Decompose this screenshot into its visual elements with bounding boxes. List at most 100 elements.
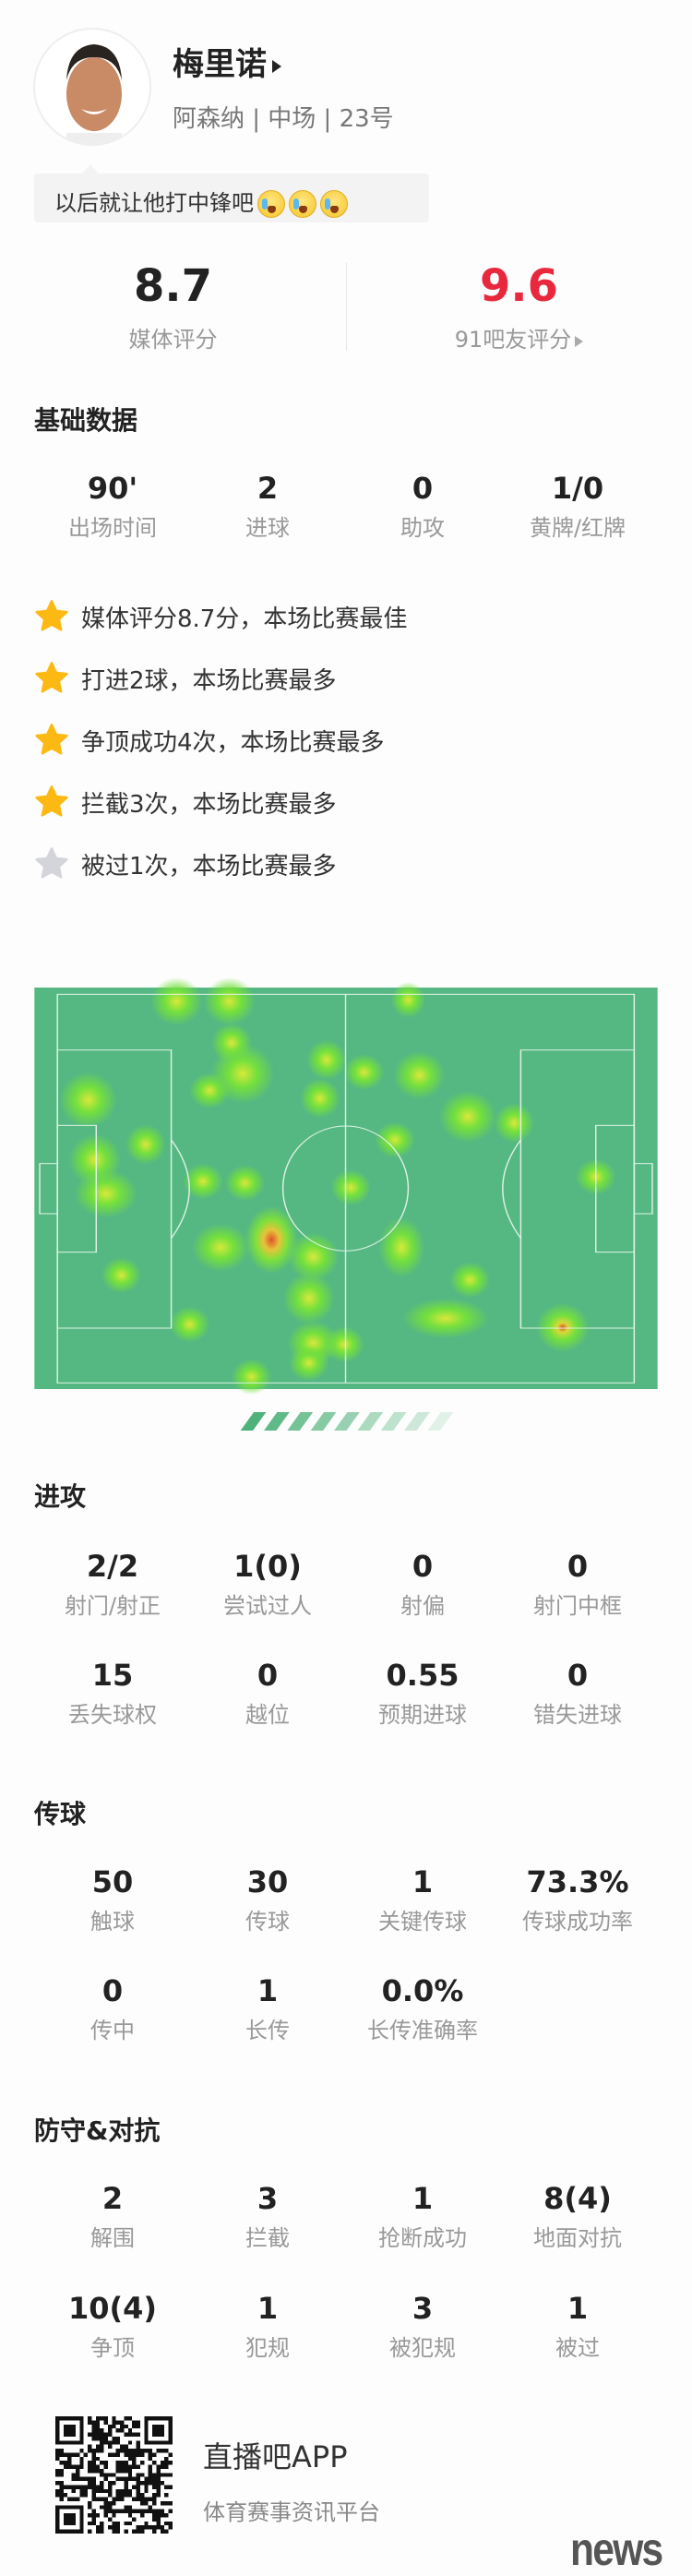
heat-spot-hot xyxy=(245,1205,298,1274)
stat-label: 解围 xyxy=(90,2225,135,2251)
stat-value: 0.55 xyxy=(386,1658,459,1693)
stat-label: 预期进球 xyxy=(378,1702,467,1728)
attack-direction-arrows xyxy=(240,1412,454,1431)
player-team-line: 阿森纳 | 中场 | 23号 xyxy=(173,105,394,133)
chevron-icon xyxy=(404,1412,430,1431)
fan-rating-value: 9.6 xyxy=(479,260,559,312)
qr-code[interactable] xyxy=(55,2416,173,2534)
chevron-icon xyxy=(240,1412,267,1431)
heatmap xyxy=(34,977,658,1431)
stat-item: 8(4) 地面对抗 xyxy=(500,2180,655,2252)
heat-spot xyxy=(189,1072,230,1109)
heat-spot xyxy=(282,1272,335,1324)
stat-value: 0 xyxy=(567,1549,589,1584)
stat-value: 15 xyxy=(91,1658,134,1693)
media-rating-label: 媒体评分 xyxy=(128,327,218,353)
stat-item: 3 拦截 xyxy=(190,2180,345,2252)
watermark-logo: news xyxy=(570,2523,663,2575)
stat-label: 被过 xyxy=(555,2335,600,2361)
highlight-item: 媒体评分8.7分，本场比赛最佳 xyxy=(33,598,407,635)
stat-label: 长传准确率 xyxy=(367,2018,478,2043)
stat-value: 0 xyxy=(412,1549,434,1584)
section-title-basic: 基础数据 xyxy=(34,405,138,436)
stat-label: 传球成功率 xyxy=(522,1909,633,1935)
stat-label: 进球 xyxy=(245,515,290,541)
stat-item: 1(0) 尝试过人 xyxy=(190,1548,345,1620)
player-avatar[interactable] xyxy=(33,28,151,146)
comment-bubble: 以后就让他打中锋吧 xyxy=(34,164,429,222)
section-title-attack: 进攻 xyxy=(34,1481,87,1512)
stat-label: 出场时间 xyxy=(68,515,157,541)
heat-spot xyxy=(390,981,426,1018)
star-icon xyxy=(35,662,68,693)
stat-value: 90' xyxy=(87,471,138,506)
player-photo xyxy=(66,44,122,144)
stat-item: 1 被过 xyxy=(500,2290,655,2362)
stat-item: 90' 出场时间 xyxy=(35,470,190,542)
stat-label: 错失进球 xyxy=(533,1702,622,1728)
stat-value: 0.0% xyxy=(381,1973,464,2008)
stat-value: 0 xyxy=(257,1658,279,1693)
stat-label: 丢失球权 xyxy=(68,1702,157,1728)
heat-spot xyxy=(343,1054,385,1091)
stat-item: 1 抢断成功 xyxy=(345,2180,500,2252)
stat-item: 0.0% 长传准确率 xyxy=(345,1972,500,2044)
highlight-item: 被过1次，本场比赛最多 xyxy=(33,845,337,882)
player-name: 梅里诺 xyxy=(173,46,267,83)
heat-spot xyxy=(300,1078,340,1119)
stat-label: 抢断成功 xyxy=(378,2225,467,2251)
crying-face-icon xyxy=(257,190,285,218)
chevron-icon xyxy=(310,1412,337,1431)
heat-spot xyxy=(125,1124,166,1165)
highlight-text: 争顶成功4次，本场比赛最多 xyxy=(81,728,385,757)
highlight-text: 媒体评分8.7分，本场比赛最佳 xyxy=(81,605,408,633)
heat-spot-hot xyxy=(536,1302,590,1352)
stat-label: 关键传球 xyxy=(378,1909,467,1935)
stat-item: 1 犯规 xyxy=(190,2290,345,2362)
stat-item: 2 进球 xyxy=(190,470,345,542)
stat-value: 30 xyxy=(246,1864,289,1899)
stat-value: 0 xyxy=(412,471,434,506)
rating-divider xyxy=(346,263,347,351)
heat-spot xyxy=(393,1051,446,1099)
stat-value: 1 xyxy=(412,1864,434,1899)
highlight-text: 打进2球，本场比赛最多 xyxy=(81,666,337,695)
highlight-text: 被过1次，本场比赛最多 xyxy=(81,852,337,881)
stat-label: 传球 xyxy=(245,1909,290,1935)
highlight-item: 拦截3次，本场比赛最多 xyxy=(33,784,337,821)
stat-label: 长传 xyxy=(245,2018,290,2043)
comment-text: 以后就让他打中锋吧 xyxy=(54,190,254,216)
stat-value: 2 xyxy=(257,471,279,506)
player-name-link[interactable]: 梅里诺 xyxy=(173,39,281,84)
stat-value: 1 xyxy=(412,2181,434,2216)
section-title-defense: 防守&对抗 xyxy=(34,2115,161,2146)
stat-value: 1 xyxy=(567,2291,589,2326)
highlight-item: 打进2球，本场比赛最多 xyxy=(33,660,337,697)
fan-rating[interactable]: 9.6 91吧友评分 xyxy=(346,260,692,353)
highlight-item: 争顶成功4次，本场比赛最多 xyxy=(33,722,385,759)
stat-label: 尝试过人 xyxy=(223,1593,312,1619)
stat-value: 50 xyxy=(91,1864,134,1899)
highlight-text: 拦截3次，本场比赛最多 xyxy=(81,790,337,819)
heat-spot xyxy=(59,1072,117,1128)
stat-item: 0 传中 xyxy=(35,1972,190,2044)
stat-value: 8(4) xyxy=(543,2181,612,2216)
stat-label: 拦截 xyxy=(245,2225,290,2251)
stat-item: 1/0 黄牌/红牌 xyxy=(500,470,655,542)
stat-item: 10(4) 争顶 xyxy=(35,2290,190,2362)
stat-label: 越位 xyxy=(245,1702,290,1728)
media-rating-value: 8.7 xyxy=(133,260,213,312)
star-icon xyxy=(35,847,68,879)
stat-item: 73.3% 传球成功率 xyxy=(500,1863,655,1935)
star-icon xyxy=(35,600,68,631)
chevron-icon xyxy=(287,1412,314,1431)
heat-spot xyxy=(183,1163,223,1200)
stat-item: 0.55 预期进球 xyxy=(345,1657,500,1729)
stat-value: 0 xyxy=(101,1973,124,2008)
heat-spot xyxy=(494,1103,535,1144)
stat-item: 15 丢失球权 xyxy=(35,1657,190,1729)
heat-spot xyxy=(150,977,203,1025)
stat-value: 73.3% xyxy=(526,1864,629,1899)
section-title-passing: 传球 xyxy=(34,1799,87,1829)
heat-spot xyxy=(231,1359,272,1396)
